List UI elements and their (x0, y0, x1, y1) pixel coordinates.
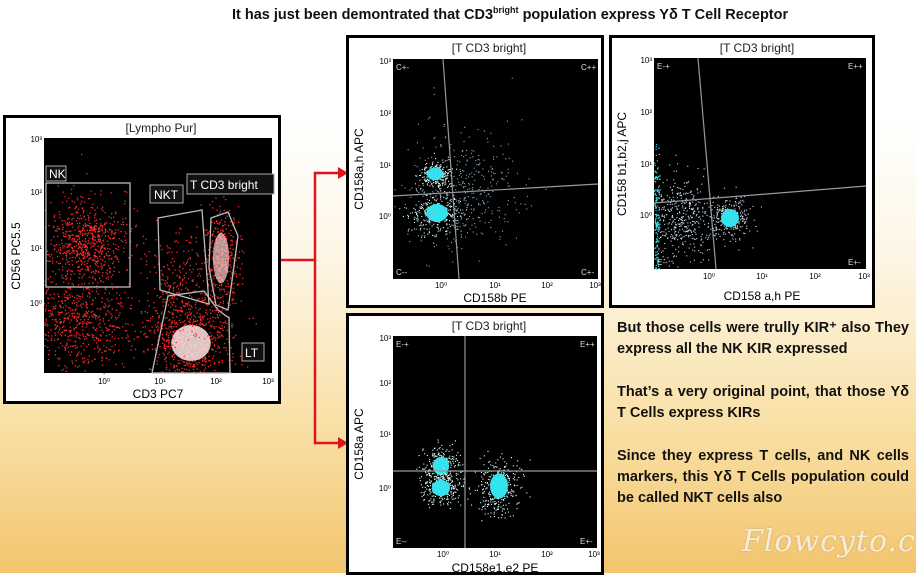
x-axis-label: CD3 PC7 (133, 387, 184, 401)
y-tick: 10⁰ (640, 211, 652, 220)
gate-nkt (157, 209, 210, 305)
quadrant-label: C+- (396, 63, 409, 72)
y-tick: 10⁰ (379, 484, 391, 493)
plot-area (393, 59, 598, 279)
scatter-dots (394, 77, 547, 267)
quadrant-label: C++ (581, 63, 596, 72)
y-axis-label: CD158a,h APC (352, 128, 366, 210)
y-tick: 10² (640, 108, 652, 117)
y-tick: 10³ (30, 135, 42, 144)
quadrant-label: E++ (848, 62, 863, 71)
gate-label-nk: NK (49, 167, 66, 181)
y-tick: 10³ (640, 56, 652, 65)
x-tick: 10² (809, 272, 821, 281)
x-tick: 10¹ (154, 377, 166, 386)
x-tick: 10⁰ (435, 281, 447, 290)
paragraph-2: That’s a very original point, that those… (617, 384, 909, 421)
scatter-dots (654, 143, 762, 270)
y-tick: 10¹ (379, 430, 391, 439)
plot-title: [T CD3 bright] (452, 41, 526, 55)
y-tick: 10¹ (640, 160, 652, 169)
y-tick: 10² (30, 188, 42, 197)
quadrant-label: E-+ (396, 340, 409, 349)
paragraph-3: Since they express T cells, and NK cells… (617, 448, 909, 506)
x-tick: 10⁰ (437, 550, 449, 559)
y-tick: 10² (379, 109, 391, 118)
scatter-dots (44, 153, 257, 375)
plot-title: [T CD3 bright] (452, 319, 526, 333)
x-tick: 10³ (262, 377, 274, 386)
x-tick: 10³ (588, 550, 600, 559)
gate-nk (45, 182, 131, 288)
paragraph-1: But those cells were trully KIR⁺ also Th… (617, 320, 909, 357)
body-text: But those cells were trully KIR⁺ also Th… (617, 318, 909, 531)
quadrant-label: C-- (396, 268, 407, 277)
x-tick: 10³ (589, 281, 601, 290)
scatter-dots (416, 439, 531, 522)
y-axis-label: CD158a APC (352, 408, 366, 480)
watermark-logo: Flowcyto.cn (742, 524, 916, 559)
x-tick: 10¹ (489, 550, 501, 559)
gate-label-tcd3: T CD3 bright (190, 178, 258, 192)
x-tick: 10¹ (489, 281, 501, 290)
quadrant-label: C+- (581, 268, 594, 277)
x-axis-label: CD158e1,e2 PE (452, 561, 539, 574)
y-axis-label: CD56 PC5.5 (9, 222, 23, 290)
gate-tcd3-bright (208, 211, 239, 311)
plot-title: [T CD3 bright] (720, 41, 794, 55)
quadrant-label: E++ (580, 340, 595, 349)
quadrant-label: E+- (580, 537, 593, 546)
y-axis-label: CD158 b1,b2,j APC (615, 112, 629, 216)
quadrant-label: E-+ (657, 62, 670, 71)
cd158ah-plot: [T CD3 bright] E-+ E++ E-- E+- 10⁰ 10¹ 1… (609, 35, 875, 308)
cd158b-plot: [T CD3 bright] C+- C++ C-- C+- 10⁰ 10¹ 1… (346, 35, 604, 308)
y-tick: 10³ (379, 57, 391, 66)
gate-label-nkt: NKT (154, 188, 179, 202)
gate-label-lt: LT (245, 346, 259, 360)
headline: It has just been demontrated that CD3bri… (232, 5, 789, 23)
y-tick: 10¹ (30, 244, 42, 253)
cd158e-plot: [T CD3 bright] E-+ E++ E-- E+- 10⁰ 10¹ 1… (346, 313, 604, 575)
x-tick: 10⁰ (98, 377, 110, 386)
x-tick: 10² (541, 550, 553, 559)
x-tick: 10² (210, 377, 222, 386)
y-tick: 10⁰ (30, 299, 42, 308)
y-tick: 10³ (379, 334, 391, 343)
x-axis-label: CD158b PE (463, 291, 526, 305)
x-axis-label: CD158 a,h PE (724, 289, 801, 303)
y-tick: 10² (379, 379, 391, 388)
gate-lt (151, 290, 231, 374)
quadrant-label: E+- (848, 258, 861, 267)
x-tick: 10⁰ (703, 272, 715, 281)
x-tick: 10³ (858, 272, 870, 281)
quadrant-label: E-- (396, 537, 407, 546)
lympho-pur-plot: [Lympho Pur] NK NKT T CD3 bright LT 10⁰ … (3, 115, 281, 404)
y-tick: 10¹ (379, 161, 391, 170)
quadrant-label: E-- (657, 258, 668, 267)
y-tick: 10⁰ (379, 212, 391, 221)
plot-area (654, 58, 866, 269)
plot-area (393, 336, 597, 548)
plot-title: [Lympho Pur] (126, 121, 197, 135)
x-tick: 10¹ (756, 272, 768, 281)
x-tick: 10² (541, 281, 553, 290)
